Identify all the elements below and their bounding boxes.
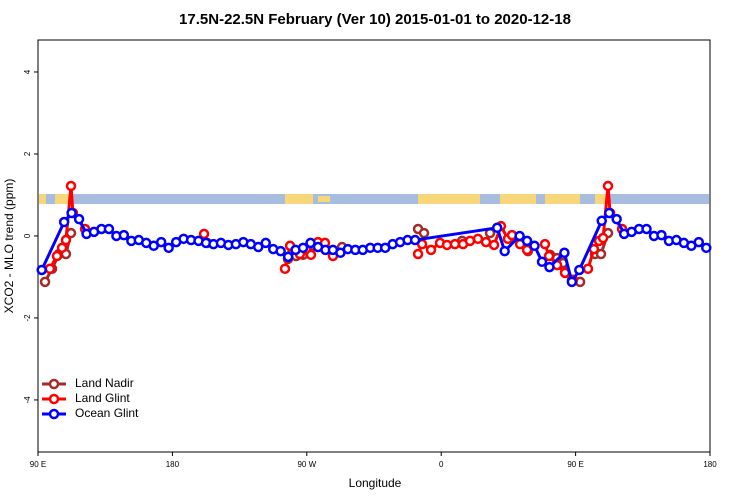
data-point [297,242,309,254]
data-point [425,244,437,256]
data-point [73,213,85,225]
data-point [418,227,430,239]
y-tick-label: -4 [23,396,32,404]
data-point [539,238,551,250]
land-patch [285,194,313,204]
data-point [480,236,492,248]
data-point [56,242,68,254]
data-point [275,245,286,257]
data-point [641,223,652,235]
x-tick-label: 0 [439,460,444,469]
data-point [305,249,317,261]
data-point [595,248,607,260]
land-patch [418,194,480,204]
data-point [66,207,77,219]
data-point [282,251,294,263]
data-point [163,242,174,254]
x-tick-label: 90 W [297,460,316,469]
y-tick-label: 2 [23,151,32,156]
data-point [543,250,555,262]
data-point [118,229,130,241]
data-point [155,236,167,248]
legend-marker [48,393,60,405]
data-point [409,234,421,246]
legend-label: Land Nadir [75,376,134,390]
land-mask-band [39,194,709,204]
y-axis-label: XCO2 - MLO trend (ppm) [2,179,16,314]
data-point [65,180,77,192]
data-point [602,180,614,192]
data-point [536,256,548,268]
legend-label: Land Glint [75,391,130,405]
x-tick-label: 90 E [567,460,583,469]
land-patch [55,194,71,204]
data-point [260,237,271,249]
data-point [529,240,540,252]
data-point [36,264,47,276]
data-point [472,233,484,245]
data-point [603,207,615,219]
x-tick-label: 180 [166,460,180,469]
data-point [449,238,461,250]
legend-marker [48,378,60,390]
data-point [412,248,424,260]
data-point [559,247,570,259]
y-tick-label: 4 [23,69,32,74]
land-patch [500,194,536,204]
data-point [60,234,72,246]
land-patch [318,196,330,202]
x-axis-label: Longitude [349,476,402,490]
data-point [198,228,210,240]
data-point [566,276,578,288]
data-point [574,264,585,276]
data-point [103,223,115,235]
data-point [279,263,291,275]
legend-label: Ocean Glint [75,406,139,420]
data-point [58,216,70,228]
y-tick-label: 0 [23,233,32,238]
land-patch [595,194,609,204]
y-tick-label: -2 [23,314,32,322]
data-point [499,245,510,257]
series [36,207,712,288]
ocean-band [39,194,709,204]
data-point [253,241,264,253]
data-point [611,213,622,225]
data-point [656,229,667,241]
data-point [597,232,609,244]
legend-marker [48,408,60,420]
data-point [514,230,525,242]
data-point [491,222,503,234]
data-point [521,235,533,247]
data-point [582,263,594,275]
x-tick-label: 180 [703,460,717,469]
data-point [488,239,500,251]
data-point [51,250,63,262]
data-point [39,276,51,288]
land-patch [545,194,580,204]
data-point [44,263,56,275]
land-patch [39,194,46,204]
data-point [596,215,607,227]
data-point [544,261,555,273]
data-point [693,236,705,248]
data-point [701,242,712,254]
chart-title: 17.5N-22.5N February (Ver 10) 2015-01-01… [179,11,571,28]
x-tick-label: 90 E [30,460,46,469]
data-point [305,237,316,249]
